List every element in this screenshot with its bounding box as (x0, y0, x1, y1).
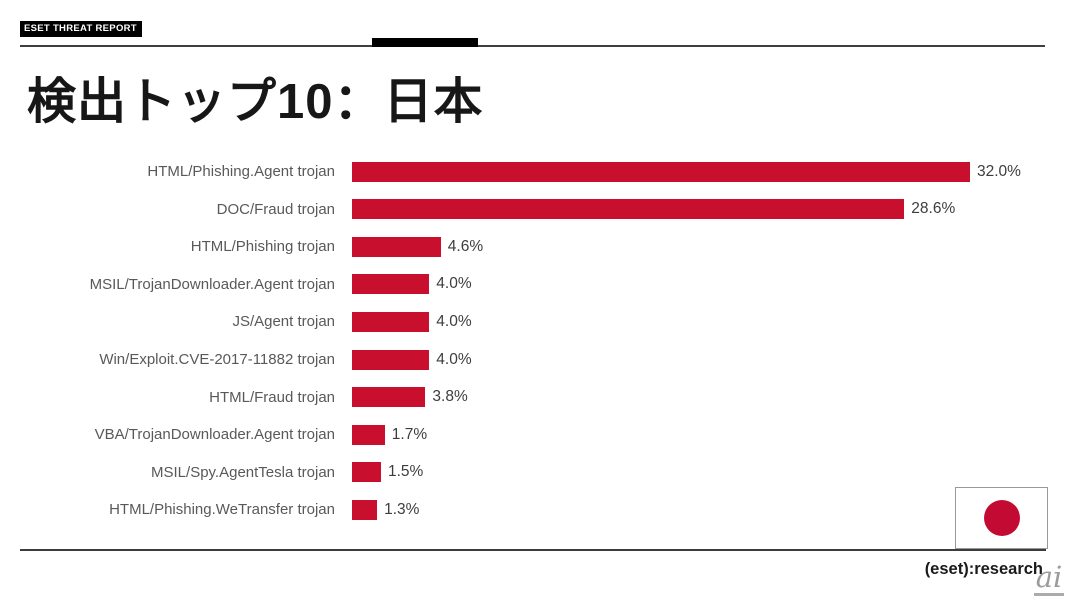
value-label: 4.0% (436, 350, 472, 368)
category-label: HTML/Fraud trojan (209, 388, 335, 406)
japan-flag-icon (955, 487, 1048, 549)
value-label: 4.0% (436, 312, 472, 330)
eset-research-label: (eset):research (924, 560, 1043, 578)
category-label: MSIL/TrojanDownloader.Agent trojan (89, 275, 335, 293)
bar-chart: HTML/Phishing.Agent trojan 32.0% DOC/Fraud… (0, 153, 1066, 528)
value-label: 28.6% (911, 200, 956, 218)
japan-flag-circle (983, 500, 1020, 536)
category-label: HTML/Phishing trojan (190, 238, 335, 256)
category-label: Win/Exploit.CVE-2017-11882 trojan (99, 351, 335, 368)
chart-row: VBA/TrojanDownloader.Agent trojan 1.7% (0, 416, 1066, 454)
bar (352, 311, 430, 332)
category-label: HTML/Phishing.Agent trojan (147, 163, 335, 181)
bar (352, 161, 970, 182)
top-rule-accent (372, 38, 478, 47)
category-label: HTML/Phishing.WeTransfer trojan (109, 501, 335, 519)
ai-logo-text: ai (1035, 560, 1063, 594)
category-label: MSIL/Spy.AgentTesla trojan (151, 463, 335, 481)
bar (352, 349, 430, 370)
chart-row: MSIL/Spy.AgentTesla trojan 1.5% (0, 453, 1066, 491)
chart-row: HTML/Phishing.WeTransfer trojan 1.3% (0, 491, 1066, 529)
bottom-rule (20, 549, 1046, 551)
chart-row: MSIL/TrojanDownloader.Agent trojan 4.0% (0, 266, 1066, 304)
chart-row: HTML/Phishing trojan 4.6% (0, 228, 1066, 266)
bar (352, 499, 378, 520)
value-label: 1.3% (384, 500, 420, 518)
top-rule (20, 45, 1045, 47)
bar (352, 199, 905, 220)
category-label: JS/Agent trojan (232, 313, 335, 331)
value-label: 3.8% (432, 388, 468, 406)
value-label: 4.0% (436, 275, 472, 293)
chart-row: HTML/Fraud trojan 3.8% (0, 378, 1066, 416)
chart-row: JS/Agent trojan 4.0% (0, 303, 1066, 341)
category-label: DOC/Fraud trojan (216, 200, 335, 218)
chart-row: Win/Exploit.CVE-2017-11882 trojan 4.0% (0, 341, 1066, 379)
category-label: VBA/TrojanDownloader.Agent trojan (94, 426, 335, 444)
value-label: 4.6% (447, 237, 484, 255)
bar (352, 387, 426, 408)
value-label: 32.0% (977, 162, 1021, 180)
value-label: 1.7% (391, 425, 428, 443)
chart-row: HTML/Phishing.Agent trojan 32.0% (0, 153, 1066, 191)
ai-logo-subtext (1034, 593, 1064, 596)
report-badge: ESET THREAT REPORT (20, 21, 142, 37)
page-title: 検出トップ10：日本 (27, 75, 484, 129)
bar (352, 236, 441, 257)
bar (352, 424, 385, 445)
bar (352, 274, 430, 295)
bar (352, 462, 381, 483)
asahi-interactive-watermark: ai (1034, 563, 1064, 596)
value-label: 1.5% (388, 463, 424, 481)
chart-row: DOC/Fraud trojan 28.6% (0, 191, 1066, 229)
